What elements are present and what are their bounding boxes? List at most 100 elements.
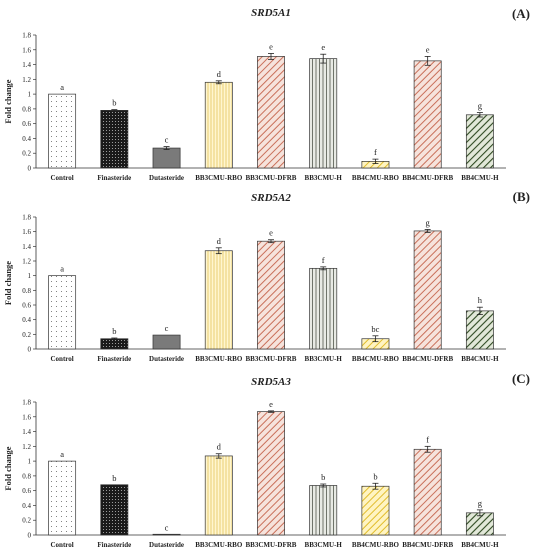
significance-label: b bbox=[112, 98, 116, 108]
bar-bb3cmu-rbo bbox=[204, 81, 233, 169]
significance-label: a bbox=[60, 264, 64, 274]
bar-bb4cmu-h bbox=[465, 310, 494, 350]
y-tick-label: 0 bbox=[28, 165, 32, 173]
significance-label: e bbox=[321, 42, 325, 52]
significance-label: h bbox=[478, 295, 483, 305]
bar-bb4cmu-dfrb bbox=[413, 60, 442, 169]
y-tick-label: 0.2 bbox=[22, 150, 31, 158]
y-tick-label: 1.4 bbox=[22, 428, 31, 436]
y-tick-label: 1.8 bbox=[22, 399, 31, 407]
significance-label: g bbox=[478, 498, 483, 508]
significance-label: e bbox=[269, 399, 273, 409]
y-tick-label: 0.6 bbox=[22, 302, 31, 310]
bar-bb3cmu-dfrb bbox=[257, 240, 285, 350]
x-tick-label: BB3CMU-DFRB bbox=[246, 355, 297, 363]
bar-control bbox=[48, 275, 77, 350]
y-axis-label: Fold change bbox=[3, 79, 13, 123]
significance-label: a bbox=[60, 82, 64, 92]
y-tick-label: 1.2 bbox=[22, 76, 31, 84]
y-axis-label: Fold change bbox=[3, 446, 13, 490]
y-tick-label: 0.4 bbox=[22, 502, 31, 510]
bar-dutasteride bbox=[152, 147, 181, 169]
bar-control bbox=[48, 460, 77, 536]
x-tick-label: BB3CMU-H bbox=[305, 174, 343, 182]
y-tick-label: 1.2 bbox=[22, 258, 31, 266]
bar-bb3cmu-rbo bbox=[204, 455, 233, 536]
x-tick-label: BB4CMU-H bbox=[461, 174, 499, 182]
x-tick-label: BB4CMU-RBO bbox=[352, 355, 400, 363]
significance-label: b bbox=[112, 326, 116, 336]
bar-bb3cmu-dfrb bbox=[257, 411, 285, 536]
y-tick-label: 1 bbox=[28, 272, 32, 280]
panel-label: (A) bbox=[512, 6, 530, 21]
significance-label: g bbox=[426, 217, 431, 227]
y-tick-label: 1.8 bbox=[22, 32, 31, 40]
x-tick-label: Finasteride bbox=[97, 355, 131, 363]
y-tick-label: 1.4 bbox=[22, 61, 31, 69]
significance-label: a bbox=[60, 449, 64, 459]
significance-label: bc bbox=[371, 324, 379, 334]
bar-control bbox=[48, 93, 77, 169]
significance-label: e bbox=[269, 228, 273, 238]
bar-finasteride bbox=[100, 338, 129, 350]
y-tick-label: 0.6 bbox=[22, 120, 31, 128]
x-tick-label: Control bbox=[51, 355, 74, 363]
x-tick-label: BB3CMU-RBO bbox=[195, 541, 243, 549]
bar-finasteride bbox=[100, 484, 129, 536]
bar-dutasteride bbox=[152, 334, 181, 350]
y-tick-label: 1.6 bbox=[22, 413, 31, 421]
significance-label: f bbox=[374, 147, 377, 157]
x-tick-label: BB4CMU-DFRB bbox=[402, 174, 453, 182]
bar-bb4cmu-rbo bbox=[361, 485, 390, 536]
x-tick-label: BB3CMU-DFRB bbox=[246, 174, 297, 182]
y-tick-label: 1 bbox=[28, 458, 32, 466]
y-tick-label: 0.8 bbox=[22, 105, 31, 113]
x-tick-label: Dutasteride bbox=[149, 355, 184, 363]
x-tick-label: BB3CMU-H bbox=[305, 541, 343, 549]
x-tick-label: Finasteride bbox=[97, 174, 131, 182]
x-tick-label: Dutasteride bbox=[149, 541, 184, 549]
bar-bb3cmu-h bbox=[309, 485, 338, 536]
significance-label: c bbox=[165, 522, 169, 532]
x-tick-label: BB3CMU-RBO bbox=[195, 174, 243, 182]
chart-title: SRD5A2 bbox=[251, 192, 291, 204]
significance-label: f bbox=[426, 434, 429, 444]
bar-bb3cmu-h bbox=[309, 267, 338, 350]
x-tick-label: Dutasteride bbox=[149, 174, 184, 182]
panel-label: (C) bbox=[512, 371, 530, 386]
panel-label: (B) bbox=[513, 189, 530, 204]
x-tick-label: BB4CMU-H bbox=[461, 541, 499, 549]
significance-label: b bbox=[373, 471, 377, 481]
y-tick-label: 1.6 bbox=[22, 46, 31, 54]
y-tick-label: 1.6 bbox=[22, 228, 31, 236]
significance-label: d bbox=[217, 442, 222, 452]
bar-dutasteride bbox=[152, 533, 181, 536]
x-tick-label: BB4CMU-DFRB bbox=[402, 355, 453, 363]
y-tick-label: 0.8 bbox=[22, 287, 31, 295]
significance-label: c bbox=[165, 323, 169, 333]
bar-bb4cmu-dfrb bbox=[413, 230, 442, 350]
significance-label: e bbox=[426, 44, 430, 54]
bar-bb3cmu-dfrb bbox=[257, 56, 285, 169]
x-tick-label: BB4CMU-DFRB bbox=[402, 541, 453, 549]
y-tick-label: 0 bbox=[28, 346, 32, 354]
x-tick-label: BB3CMU-DFRB bbox=[246, 541, 297, 549]
x-tick-label: BB4CMU-RBO bbox=[352, 541, 400, 549]
x-tick-label: BB4CMU-RBO bbox=[352, 174, 400, 182]
significance-label: f bbox=[322, 255, 325, 265]
y-tick-label: 0.6 bbox=[22, 487, 31, 495]
bar-bb4cmu-dfrb bbox=[413, 448, 442, 536]
significance-label: b bbox=[321, 472, 325, 482]
x-tick-label: BB3CMU-H bbox=[305, 355, 343, 363]
y-tick-label: 0.4 bbox=[22, 135, 31, 143]
chart-title: SRD5A3 bbox=[251, 376, 291, 388]
bar-bb3cmu-rbo bbox=[204, 250, 233, 350]
x-tick-label: Control bbox=[51, 541, 74, 549]
x-tick-label: Control bbox=[51, 174, 74, 182]
significance-label: b bbox=[112, 473, 116, 483]
chart-title: SRD5A1 bbox=[251, 7, 291, 19]
y-tick-label: 0.2 bbox=[22, 517, 31, 525]
bar-bb4cmu-h bbox=[465, 114, 494, 169]
significance-label: d bbox=[217, 236, 222, 246]
